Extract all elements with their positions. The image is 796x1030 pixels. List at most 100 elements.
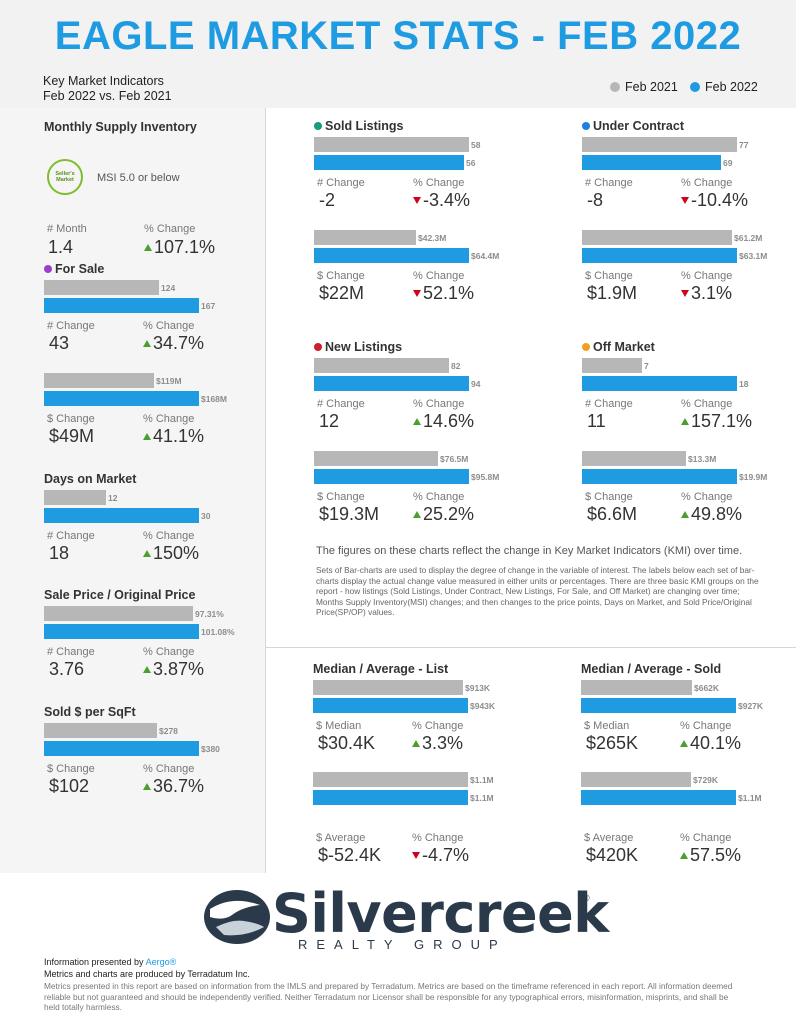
under-contract-pct-change-label: % Change	[681, 270, 733, 282]
under-contract-bar-feb-2021	[582, 230, 732, 245]
days-on-market-pct-change-text: 150%	[153, 543, 200, 563]
median-average-list-bar-feb-2021	[313, 772, 468, 787]
sold-listings-bar-feb-2022	[314, 248, 469, 263]
median-average-sold-bar-label-feb-2022: $927K	[738, 701, 764, 711]
page-title: EAGLE MARKET STATS - FEB 2022	[54, 14, 742, 58]
for-sale-change-value: $49M	[49, 426, 95, 446]
sold-listings-pct-change-value: 52.1%	[413, 283, 474, 304]
footer-band	[0, 873, 796, 1030]
sold-per-sqft-change-value: $102	[49, 776, 90, 796]
sold-listings-change-value: $22M	[319, 283, 365, 303]
new-listings-pct-change-text: 25.2%	[423, 504, 475, 524]
sold-per-sqft-bar-label-feb-2022: $380	[201, 744, 220, 754]
new-listings-title: New Listings	[314, 340, 402, 354]
sold-per-sqft-change-label: $ Change	[47, 763, 95, 775]
new-listings-bar-feb-2021	[314, 451, 438, 466]
trend-down-icon	[681, 290, 689, 297]
msi-title: Monthly Supply Inventory	[44, 120, 197, 134]
badge-line-1: Seller's	[55, 171, 75, 177]
trend-up-icon	[144, 244, 152, 251]
trend-up-icon	[143, 340, 151, 347]
sold-per-sqft-bar-label-feb-2021: $278	[159, 726, 178, 736]
median-average-list-title: Median / Average - List	[313, 662, 448, 676]
sold-listings-bar-feb-2022	[314, 155, 464, 170]
under-contract-bar-feb-2022	[582, 248, 737, 263]
for-sale-pct-change-label: % Change	[143, 413, 195, 425]
column-divider	[265, 108, 266, 873]
sale-price-original-change-value: 3.76	[49, 659, 85, 679]
sold-listings-bar-feb-2021	[314, 137, 469, 152]
off-market-pct-change-label: % Change	[681, 491, 733, 503]
msi-threshold-text: MSI 5.0 or below	[97, 172, 180, 184]
sold-listings-change-label: # Change	[317, 177, 365, 189]
median-average-sold-bar-feb-2022	[581, 790, 736, 805]
days-on-market-title: Days on Market	[44, 472, 136, 486]
legend-item-2021: Feb 2021	[610, 80, 678, 94]
msi-month-value: 1.4	[48, 237, 74, 257]
new-listings-bar-label-feb-2021: 82	[451, 361, 461, 371]
footer-presented-prefix: Information presented by	[44, 957, 146, 967]
trend-up-icon	[143, 433, 151, 440]
under-contract-bar-label-feb-2022: $63.1M	[739, 251, 768, 261]
left-column-panel	[0, 108, 265, 873]
median-average-list-bar-feb-2022	[313, 698, 468, 713]
sold-listings-pct-change-label: % Change	[413, 270, 465, 282]
under-contract-bar-label-feb-2022: 69	[723, 158, 733, 168]
days-on-market-bar-label-feb-2022: 30	[201, 511, 211, 521]
off-market-pct-change-value: 157.1%	[681, 411, 752, 432]
legend-swatch-2021	[610, 82, 620, 92]
median-average-list-pct-change-value: -4.7%	[412, 845, 469, 866]
msi-month-label: # Month	[47, 223, 87, 235]
under-contract-change-value: $1.9M	[587, 283, 638, 303]
median-average-sold-change-label: $ Median	[584, 720, 630, 732]
msi-change-label: % Change	[144, 223, 196, 235]
median-average-list-pct-change-label: % Change	[412, 720, 464, 732]
for-sale-pct-change-value: 41.1%	[143, 426, 204, 447]
for-sale-bar-label-feb-2021: 124	[161, 283, 176, 293]
under-contract-pct-change-value: -10.4%	[681, 190, 748, 211]
median-average-sold-pct-change-label: % Change	[680, 720, 732, 732]
footer-disclaimer: Metrics presented in this report are bas…	[44, 981, 733, 1012]
trend-up-icon	[412, 740, 420, 747]
days-on-market-bar-label-feb-2021: 12	[108, 493, 118, 503]
trend-down-icon	[681, 197, 689, 204]
off-market-title: Off Market	[582, 340, 655, 354]
trend-down-icon	[412, 852, 420, 859]
aergo-link[interactable]: Aergo®	[145, 957, 177, 967]
under-contract-pct-change-value: 3.1%	[681, 283, 732, 304]
off-market-change-value: $6.6M	[587, 504, 638, 524]
median-average-list-bar-feb-2021	[313, 680, 463, 695]
section-divider	[266, 647, 796, 648]
sold-per-sqft-pct-change-label: % Change	[143, 763, 195, 775]
trend-up-icon	[680, 740, 688, 747]
explanation-body: Sets of Bar-charts are used to display t…	[316, 565, 759, 618]
under-contract-change-value: -8	[587, 190, 604, 210]
for-sale-pct-change-value: 34.7%	[143, 333, 204, 354]
trend-up-icon	[681, 511, 689, 518]
trend-up-icon	[143, 666, 151, 673]
off-market-bar-label-feb-2022: $19.9M	[739, 472, 768, 482]
trend-up-icon	[143, 783, 151, 790]
for-sale-bar-feb-2022	[44, 298, 199, 313]
for-sale-change-value: 43	[49, 333, 70, 353]
new-listings-change-value: 12	[319, 411, 340, 431]
sale-price-original-pct-change-label: % Change	[143, 646, 195, 658]
sold-per-sqft-title: Sold $ per SqFt	[44, 705, 136, 719]
median-average-list-change-value: $30.4K	[318, 733, 376, 753]
off-market-bar-feb-2021	[582, 451, 686, 466]
kmi-caption: Key Market Indicators Feb 2022 vs. Feb 2…	[43, 74, 172, 104]
trend-up-icon	[680, 852, 688, 859]
off-market-bar-label-feb-2022: 18	[739, 379, 749, 389]
new-listings-bar-feb-2022	[314, 469, 469, 484]
under-contract-dot-icon	[582, 122, 590, 130]
sale-price-original-bar-feb-2021	[44, 606, 193, 621]
days-on-market-pct-change-value: 150%	[143, 543, 199, 564]
sellers-market-badge-icon: Seller's Market	[47, 159, 83, 195]
kmi-line-1: Key Market Indicators	[43, 74, 164, 88]
days-on-market-change-label: # Change	[47, 530, 95, 542]
under-contract-pct-change-text: -10.4%	[691, 190, 749, 210]
days-on-market-title-text: Days on Market	[44, 472, 137, 486]
median-average-sold-pct-change-value: 40.1%	[680, 733, 741, 754]
msi-change-text: 107.1%	[154, 237, 216, 257]
under-contract-bar-feb-2021	[582, 137, 737, 152]
